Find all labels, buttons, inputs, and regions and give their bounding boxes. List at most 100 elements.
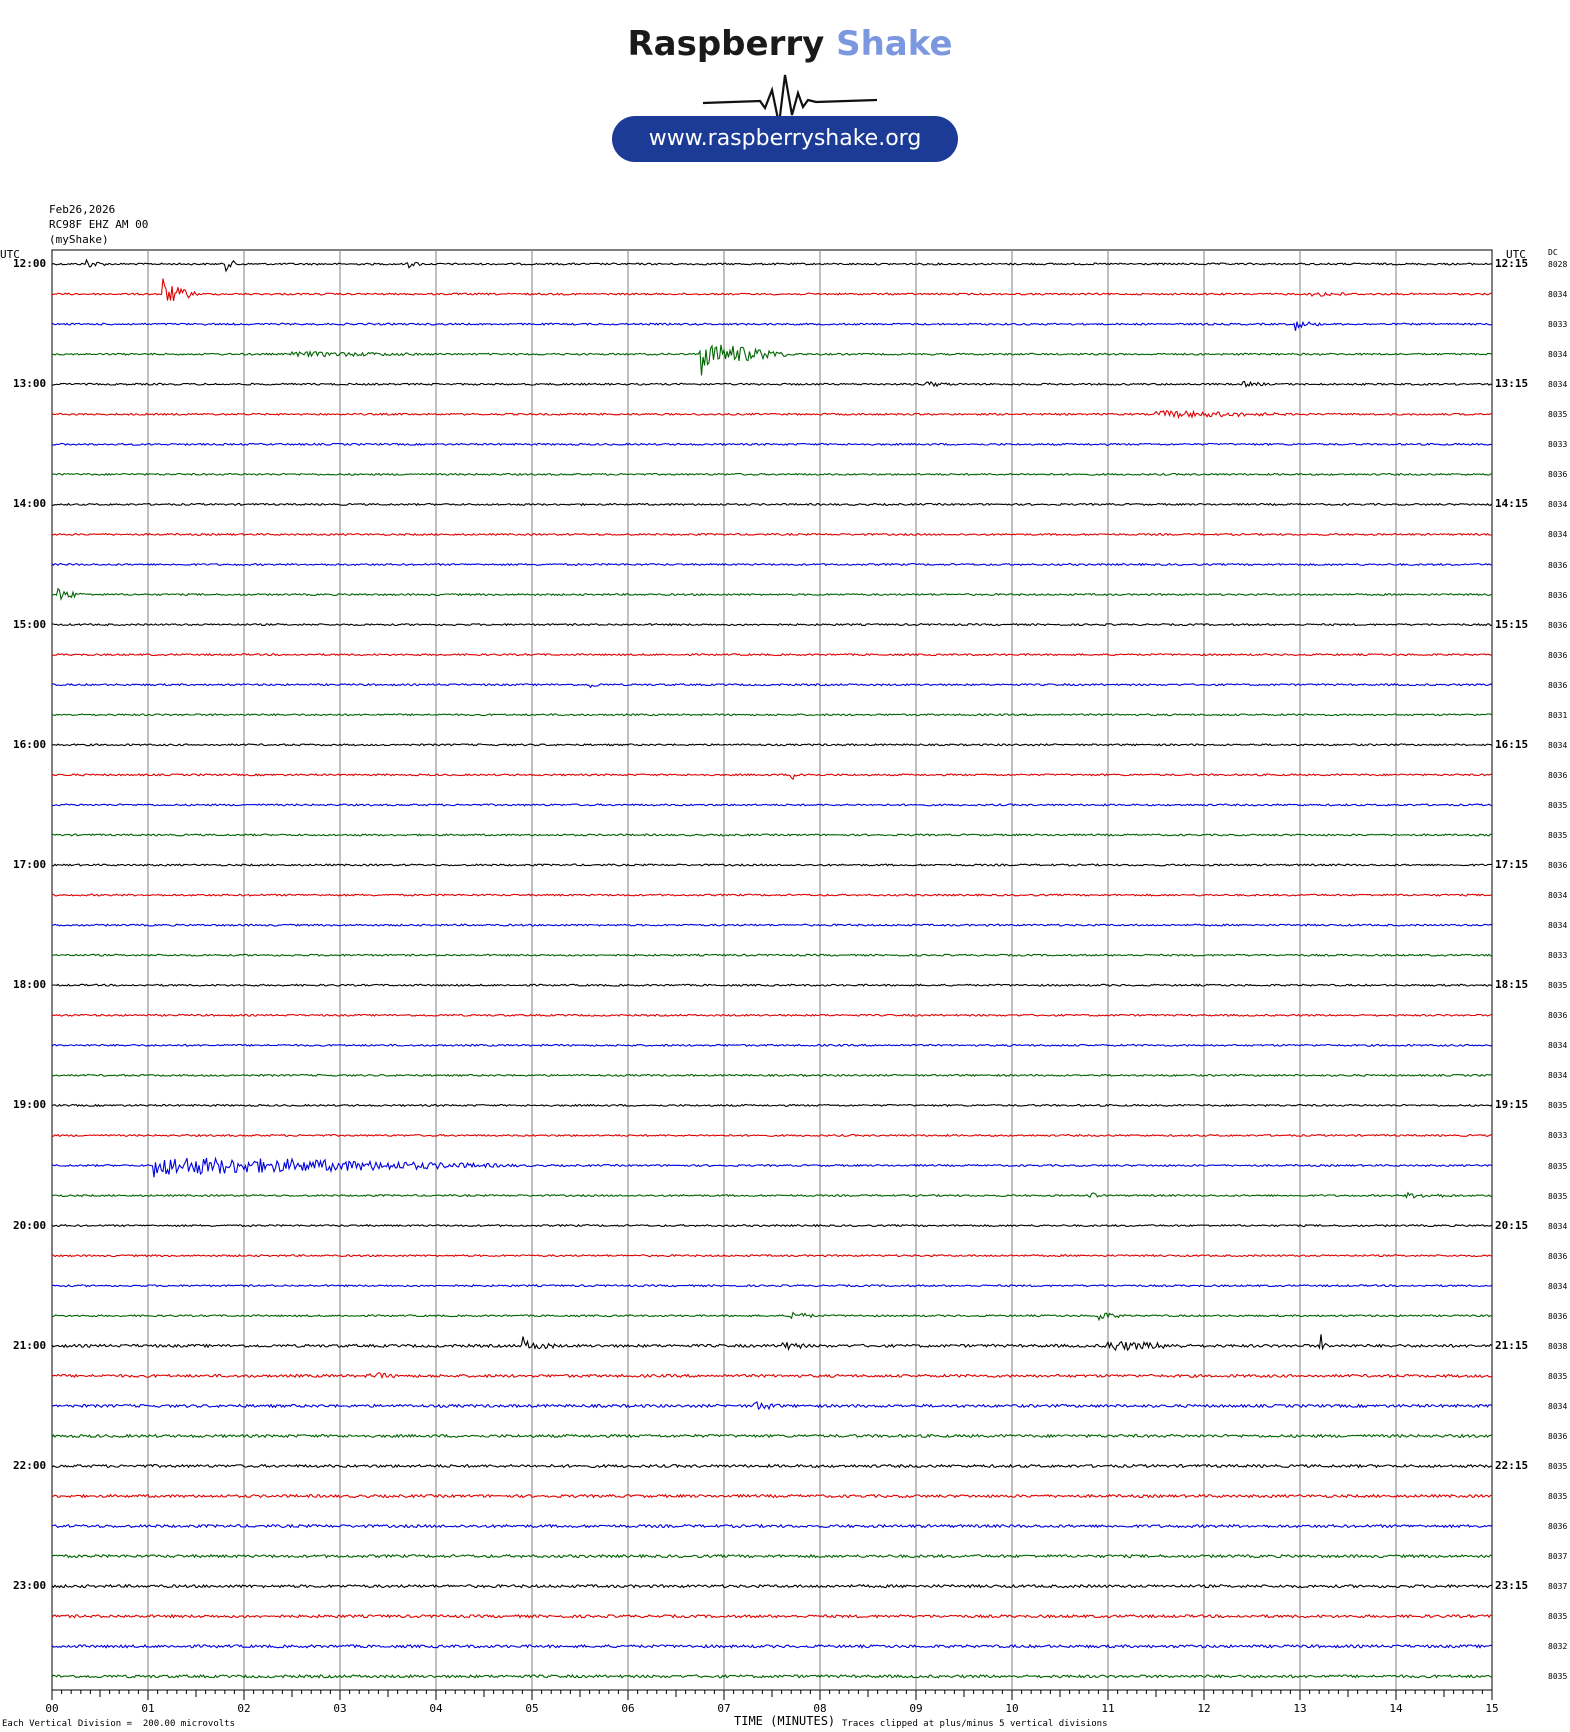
left-hour-label: 13:00 (13, 377, 47, 391)
dc-value: 8034 (1548, 1221, 1568, 1231)
right-utc-label: UTC (1506, 248, 1526, 261)
dc-value: 8035 (1548, 1371, 1568, 1381)
left-hour-label: 16:00 (13, 737, 47, 751)
x-tick-label: 14 (1389, 1702, 1403, 1715)
x-tick-label: 13 (1293, 1702, 1306, 1715)
dc-value: 8036 (1548, 620, 1568, 630)
dc-value: 8036 (1548, 1522, 1568, 1532)
trace-line (51, 1401, 1493, 1411)
trace-line (51, 1013, 1493, 1017)
left-hour-label: 12:00 (13, 257, 47, 270)
x-tick-label: 02 (237, 1702, 250, 1715)
trace-line (51, 1334, 1493, 1352)
trace-line (51, 1673, 1493, 1679)
dc-value: 8034 (1548, 891, 1568, 901)
dc-value: 8033 (1548, 320, 1568, 330)
trace-line (51, 1613, 1493, 1619)
x-tick-label: 12 (1197, 1702, 1210, 1715)
brand-wordmark: Raspberry Shake (600, 24, 980, 64)
dc-value: 8035 (1548, 981, 1568, 991)
dc-value: 8036 (1548, 861, 1568, 870)
trace-line (51, 893, 1493, 897)
trace-line (52, 682, 1493, 689)
dc-value: 8035 (1548, 1492, 1568, 1502)
right-hour-label: 22:15 (1495, 1459, 1529, 1472)
x-tick-label: 01 (141, 1702, 154, 1715)
trace-line (51, 442, 1493, 446)
x-tick-label: 06 (621, 1702, 634, 1715)
left-hour-label: 22:00 (13, 1459, 47, 1472)
trace-line (51, 1311, 1493, 1322)
dc-value: 8034 (1548, 290, 1568, 300)
dc-value: 8035 (1548, 1191, 1568, 1201)
brand-part1: Raspberry (627, 24, 825, 64)
left-hour-label: 17:00 (13, 858, 47, 871)
trace-line (51, 344, 1493, 376)
clip-note: Traces clipped at plus/minus 5 vertical … (842, 1719, 1108, 1729)
left-hour-label: 20:00 (13, 1218, 47, 1232)
dc-value: 8035 (1548, 1101, 1568, 1111)
trace-line (51, 532, 1492, 537)
trace-line (51, 803, 1492, 807)
trace-line (51, 502, 1493, 507)
trace-line (51, 1283, 1493, 1288)
dc-value: 8036 (1548, 1431, 1568, 1441)
trace-line (51, 1463, 1493, 1469)
dc-value: 8031 (1548, 710, 1568, 720)
dc-value: 8034 (1548, 1071, 1568, 1081)
dc-value: 8035 (1548, 1462, 1568, 1471)
trace-line (51, 1371, 1493, 1380)
dc-value: 8036 (1548, 1311, 1568, 1321)
trace-line (51, 1156, 1493, 1178)
raspberry-shake-logo: Raspberry Shake www.raspberryshake.org (600, 20, 980, 170)
trace-line (51, 1523, 1493, 1529)
dc-value: 8035 (1548, 800, 1568, 810)
right-hour-label: 23:15 (1495, 1579, 1529, 1593)
dc-value: 8036 (1548, 470, 1568, 480)
website-url-link[interactable]: www.raspberryshake.org (612, 116, 958, 162)
dc-value: 8035 (1548, 830, 1568, 840)
trace-line (51, 1433, 1493, 1439)
dc-value: 8036 (1548, 770, 1568, 780)
trace-line (51, 258, 1493, 273)
x-tick-label: 05 (525, 1702, 538, 1715)
trace-line (51, 1043, 1493, 1047)
trace-line (51, 1493, 1493, 1499)
dc-value: 8037 (1548, 1582, 1568, 1592)
trace-line (51, 1553, 1493, 1559)
trace-line (51, 1223, 1493, 1228)
right-hour-label: 16:15 (1495, 737, 1529, 751)
plot-grid (51, 249, 1493, 1691)
left-hour-label: 18:00 (13, 978, 47, 992)
dc-value: 8035 (1548, 1161, 1568, 1171)
left-hour-label: 15:00 (13, 617, 47, 631)
x-tick-label: 08 (813, 1702, 826, 1715)
trace-line (51, 472, 1493, 477)
trace-line (51, 1103, 1493, 1108)
dc-value: 8036 (1548, 1251, 1568, 1261)
dc-value: 8034 (1548, 921, 1568, 931)
left-hour-label: 14:00 (13, 497, 47, 511)
plot-frame (51, 249, 1493, 1691)
dc-value: 8038 (1548, 1341, 1568, 1351)
trace-line (51, 773, 1493, 781)
dc-value: 8034 (1548, 1281, 1568, 1291)
dc-value: 8034 (1548, 380, 1568, 390)
dc-value: 8032 (1548, 1642, 1568, 1652)
dc-value: 8033 (1548, 951, 1568, 961)
dc-header: DC (1548, 248, 1558, 257)
x-tick-label: 10 (1005, 1702, 1018, 1715)
dc-value: 8033 (1548, 440, 1568, 450)
dc-value: 8034 (1548, 350, 1568, 360)
right-hour-label: 12:15 (1495, 257, 1529, 270)
dc-value: 8036 (1548, 590, 1568, 600)
station-label: RC98F EHZ AM 00 (49, 218, 149, 231)
trace-line (52, 622, 1493, 627)
dc-value: 8034 (1548, 1041, 1568, 1051)
dc-value: 8035 (1548, 410, 1568, 420)
right-hour-label: 19:15 (1495, 1098, 1529, 1112)
brand-part2: Shake (836, 24, 953, 64)
right-hour-label: 13:15 (1495, 377, 1529, 391)
trace-line (52, 1133, 1493, 1138)
dc-value: 8034 (1548, 740, 1568, 750)
